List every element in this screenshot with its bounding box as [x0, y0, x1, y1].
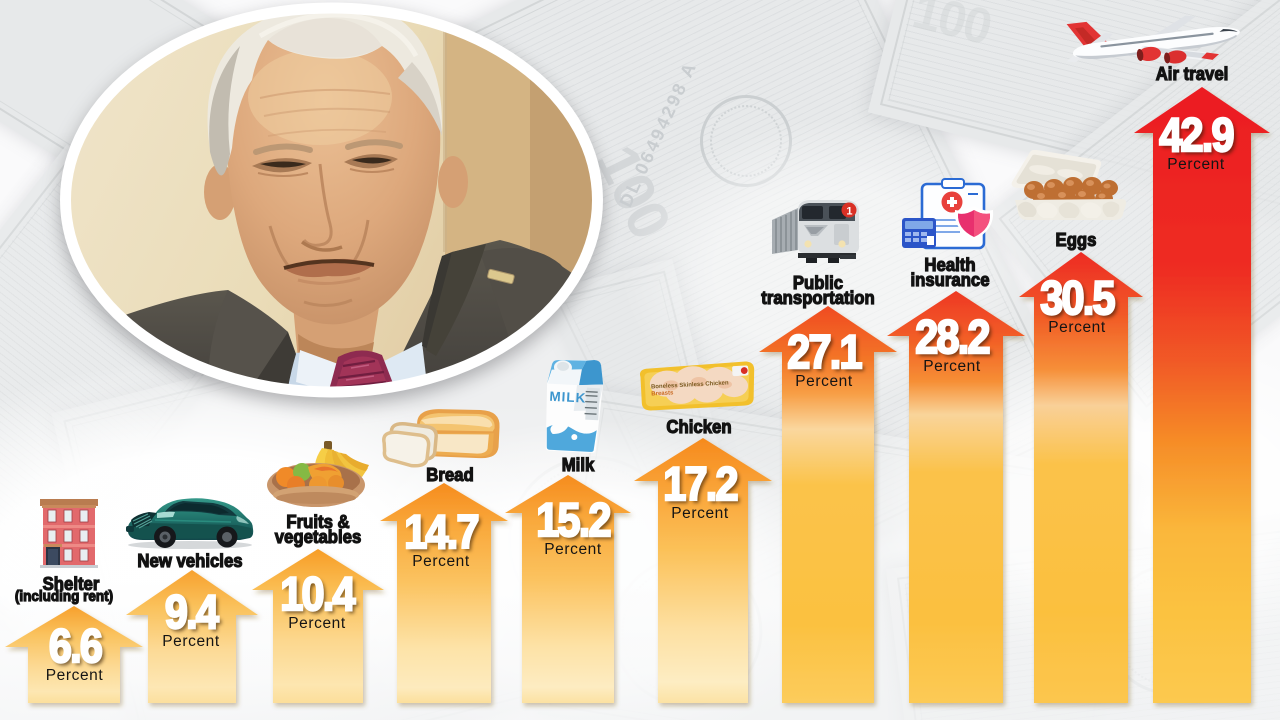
svg-text:Boneless Skinless Chicken: Boneless Skinless Chicken	[651, 380, 729, 390]
svg-text:1: 1	[846, 206, 852, 218]
svg-text:Breasts: Breasts	[651, 390, 674, 397]
svg-text:MILK: MILK	[549, 389, 587, 406]
